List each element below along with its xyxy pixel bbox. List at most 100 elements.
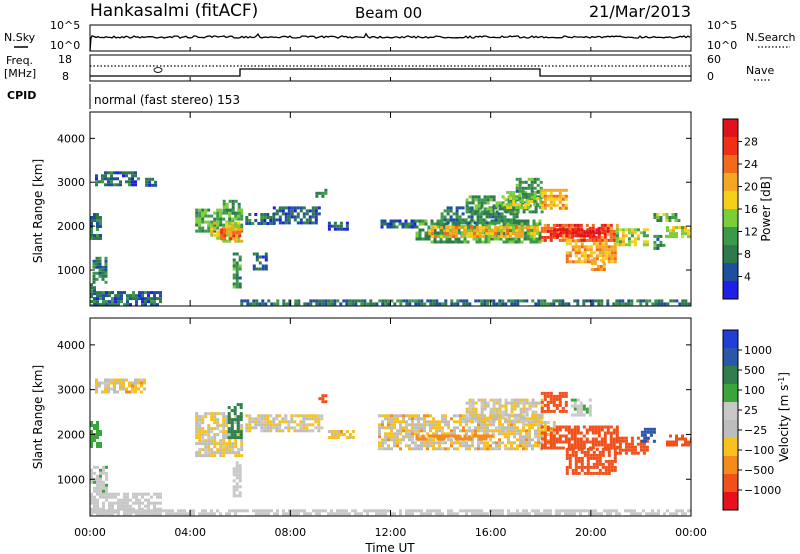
power-scatter-region xyxy=(90,291,162,306)
noise-panel: N.Sky 10^5 10^0 10^5 10^0 N.Search xyxy=(4,19,796,52)
date-title: 21/Mar/2013 xyxy=(589,2,691,21)
power-ytick-label: 4000 xyxy=(57,132,85,145)
velocity-scatter-region xyxy=(227,403,243,440)
velocity-ylabel: Slant Range [km] xyxy=(31,365,45,469)
power-colorbar-tick-label: 8 xyxy=(744,248,751,261)
velocity-colorbar: −1000 −500 −100 −25 25 100 500 1000 Velocity [m… xyxy=(722,329,792,511)
power-scatter-region xyxy=(240,299,691,306)
velocity-scatter-region xyxy=(245,414,324,433)
power-ytick-label: 1000 xyxy=(57,264,85,277)
freq-tick-bottom: 8 xyxy=(62,70,69,83)
power-colorbar-tick-label: 20 xyxy=(744,181,758,194)
power-colorbar-swatch xyxy=(723,137,738,155)
freq-panel: Freq. [MHz] 18 8 60 0 Nave xyxy=(4,53,774,83)
velocity-colorbar-swatch xyxy=(723,366,738,384)
power-colorbar-swatch xyxy=(723,191,738,209)
velocity-colorbar-tick-label: 100 xyxy=(744,384,765,397)
time-tick-label: 20:00 xyxy=(575,526,607,539)
cpid-text: normal (fast stereo) 153 xyxy=(94,93,240,107)
power-scatter-region xyxy=(515,177,543,199)
time-axis-label: Time UT xyxy=(364,541,415,554)
power-scatter-region xyxy=(540,188,568,210)
power-scatter-region xyxy=(232,252,242,289)
velocity-scatter-region xyxy=(415,434,494,441)
station-title: Hankasalmi (fitACF) xyxy=(90,1,258,21)
power-colorbar-swatch xyxy=(723,209,738,227)
velocity-colorbar-swatch xyxy=(723,402,738,420)
nave-tick-top: 60 xyxy=(707,53,721,66)
power-colorbar-tick-label: 28 xyxy=(744,136,758,149)
velocity-scatter-region xyxy=(95,378,146,394)
power-colorbar-tick-label: 16 xyxy=(744,203,758,216)
time-tick-label: 12:00 xyxy=(375,526,407,539)
power-colorbar-label: Power [dB] xyxy=(759,176,773,241)
nave-tick-bottom: 0 xyxy=(707,70,714,83)
nave-label: Nave xyxy=(746,64,774,77)
power-colorbar-swatch xyxy=(723,245,738,263)
velocity-scatter-region xyxy=(570,398,592,417)
time-tick-label: 08:00 xyxy=(274,526,306,539)
power-colorbar-tick-label: 4 xyxy=(744,271,751,284)
velocity-heatmap: 1000 2000 3000 4000 00:00 04:00 08:00 12:00 16:… xyxy=(31,317,707,554)
velocity-colorbar-swatch xyxy=(723,492,738,510)
freq-trace xyxy=(90,68,691,77)
velocity-scatter-region xyxy=(318,394,328,404)
power-scatter-region xyxy=(666,226,691,239)
velocity-colorbar-swatch xyxy=(723,348,738,366)
velocity-colorbar-tick-label: −500 xyxy=(744,464,774,477)
velocity-scatter-region xyxy=(540,425,619,450)
velocity-scatter-region xyxy=(640,427,656,443)
power-scatter-region xyxy=(428,226,540,239)
power-scatter-region xyxy=(315,188,328,198)
noise-sky-trace xyxy=(89,32,691,52)
velocity-ytick-label: 2000 xyxy=(57,428,85,441)
power-scatter-region xyxy=(272,206,321,225)
power-scatter-region xyxy=(95,171,140,187)
freq-label: Freq. xyxy=(6,54,33,67)
power-colorbar-swatch xyxy=(723,119,738,137)
power-colorbar-tick-label: 12 xyxy=(744,226,758,239)
velocity-scatter-region xyxy=(90,492,162,516)
velocity-colorbar-label: Velocity [m s-1] xyxy=(777,372,792,462)
velocity-scatter-region xyxy=(327,430,355,439)
velocity-colorbar-tick-label: −100 xyxy=(744,444,774,457)
velocity-colorbar-tick-label: −1000 xyxy=(744,484,781,497)
beam-title: Beam 00 xyxy=(355,4,422,22)
velocity-colorbar-swatch xyxy=(723,330,738,348)
velocity-ytick-label: 1000 xyxy=(57,473,85,486)
power-colorbar-tick-label: 24 xyxy=(744,158,758,171)
velocity-colorbar-swatch xyxy=(723,438,738,456)
noise-right-tick-bottom: 10^0 xyxy=(707,39,737,52)
velocity-scatter-region xyxy=(90,465,108,493)
velocity-colorbar-tick-label: −25 xyxy=(744,424,767,437)
time-tick-label: 00:00 xyxy=(74,526,106,539)
power-scatter-region xyxy=(222,199,241,215)
power-colorbar-swatch xyxy=(723,227,738,245)
velocity-scatter-region xyxy=(465,398,544,423)
time-tick-label: 00:00 xyxy=(675,526,707,539)
velocity-scatter-region xyxy=(540,391,568,413)
velocity-colorbar-swatch xyxy=(723,384,738,402)
power-scatter-region xyxy=(327,221,349,231)
velocity-colorbar-tick-label: 1000 xyxy=(744,344,772,357)
noise-sky-label: N.Sky xyxy=(4,31,36,44)
power-scatter-region xyxy=(220,228,242,241)
velocity-scatter-region xyxy=(565,447,617,475)
time-tick-label: 04:00 xyxy=(174,526,206,539)
velocity-ytick-label: 4000 xyxy=(57,339,85,352)
velocity-colorbar-tick-label: 500 xyxy=(744,364,765,377)
power-colorbar-swatch xyxy=(723,173,738,191)
power-scatter-region xyxy=(92,256,108,284)
power-heatmap: 1000 2000 3000 4000 Slant Range [km] xyxy=(31,111,692,307)
power-colorbar: 4 8 12 16 20 24 28 Power [dB] xyxy=(722,118,773,300)
velocity-colorbar-tick-label: 25 xyxy=(744,404,758,417)
freq-unit-label: [MHz] xyxy=(4,67,36,80)
power-scatter-region xyxy=(90,213,102,240)
freq-tick-top: 18 xyxy=(58,53,72,66)
power-colorbar-swatch xyxy=(723,281,738,299)
power-scatter-region xyxy=(615,228,649,247)
power-ytick-label: 2000 xyxy=(57,220,85,233)
velocity-ytick-label: 3000 xyxy=(57,384,85,397)
power-scatter-region xyxy=(553,228,605,238)
